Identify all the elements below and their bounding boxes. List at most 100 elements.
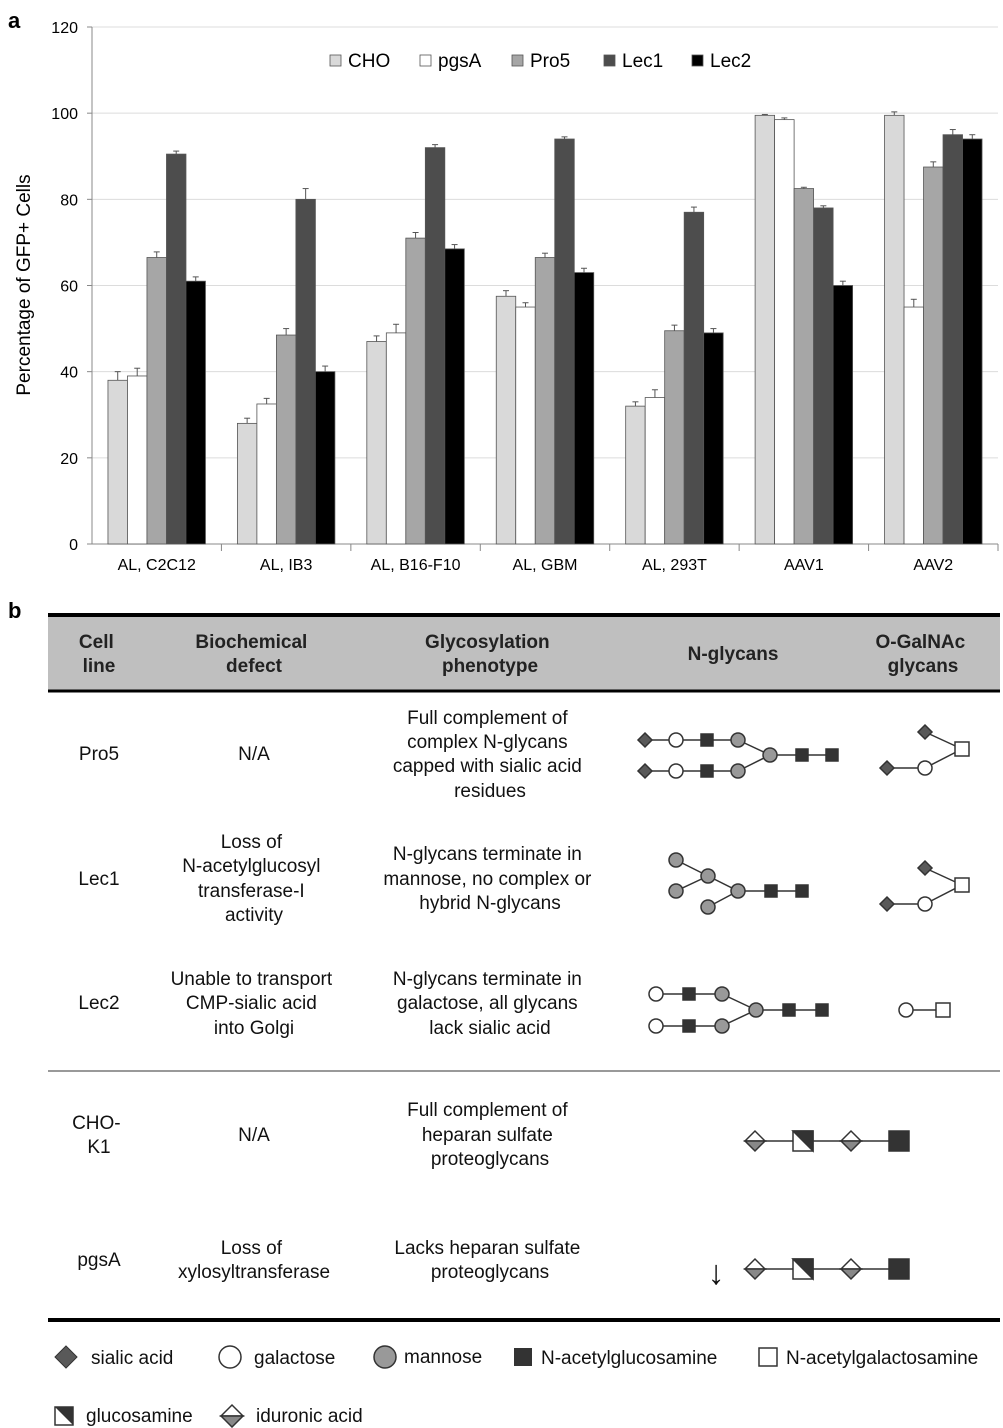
legend-label: Lec1 [622, 51, 663, 72]
legend-swatch [603, 54, 616, 67]
key-label: glucosamine [86, 1406, 193, 1427]
x-tick-label: AAV1 [784, 557, 824, 574]
row-phenotype: N-glycans terminate in galactose, all gl… [393, 969, 587, 1039]
bar [424, 147, 446, 545]
bar [793, 188, 815, 545]
legend-swatch [329, 54, 342, 67]
o-glycan-structure-lec1 [878, 859, 970, 913]
bar [832, 285, 854, 545]
glucosamine-icon [54, 1406, 74, 1426]
key-item-sialic-acid: sialic acid [54, 1345, 173, 1369]
o-glycan-structure-pro5 [878, 723, 970, 777]
row-cell-line: Lec1 [78, 869, 119, 890]
x-axis-ticks: AL, C2C12 AL, IB3 AL, B16-F10 AL, GBM AL, 29… [118, 544, 999, 574]
x-tick-label: AAV2 [913, 557, 953, 574]
row-defect: Loss of N-acetylglucosyl transferase-I a… [182, 832, 326, 926]
row-cell-line: CHO- K1 [72, 1113, 126, 1158]
bar [903, 306, 924, 545]
bar [495, 295, 517, 545]
key-item-glucosamine: glucosamine [54, 1406, 193, 1427]
key-item-galactose: galactose [218, 1345, 335, 1369]
bar [962, 138, 983, 545]
chart-bars [107, 111, 983, 545]
mannose-icon [373, 1345, 397, 1369]
key-label: N-acetylgalactosamine [786, 1348, 978, 1369]
key-item-mannose: mannose [373, 1345, 482, 1369]
bar [774, 119, 795, 545]
n-glycan-structure-pro5 [636, 731, 839, 780]
bar [515, 306, 536, 545]
legend-label: Pro5 [530, 51, 570, 72]
down-arrow-icon: ↓ [708, 1254, 725, 1292]
y-tick-label: 20 [60, 451, 78, 468]
bar [275, 334, 297, 545]
panel-a-letter: a [8, 8, 21, 33]
bar [923, 166, 944, 545]
symbol-key: sialic acid galactose mannose N-acetylgl… [54, 1345, 978, 1428]
row-defect: N/A [238, 1125, 270, 1146]
y-tick-label: 60 [60, 279, 78, 296]
key-label: sialic acid [91, 1348, 173, 1369]
bar [703, 332, 724, 545]
heparan-sulfate-structure-pgsa [743, 1257, 910, 1281]
bar [534, 257, 556, 545]
bar [385, 332, 407, 545]
n-glycan-structure-lec1 [668, 852, 809, 915]
y-tick-label: 80 [60, 192, 78, 209]
bar [942, 134, 963, 545]
legend-label: CHO [348, 51, 390, 72]
table-row-lec2: Lec2 Unable to transport CMP-sialic acid… [78, 969, 951, 1039]
bar [444, 248, 465, 545]
bar-chart: 0 20 40 60 80 100 120 AL, C2C12 AL, IB3 AL, B16-… [14, 20, 999, 574]
row-phenotype: N-glycans terminate in mannose, no compl… [383, 844, 596, 914]
bar [664, 330, 685, 545]
x-tick-label: AL, GBM [513, 557, 578, 574]
y-tick-label: 0 [69, 537, 78, 554]
key-item-n-acetylgalactosamine: N-acetylgalactosamine [758, 1347, 978, 1369]
bar [236, 422, 258, 545]
x-tick-label: AL, B16-F10 [371, 557, 461, 574]
row-defect: Unable to transport CMP-sialic acid into… [171, 969, 338, 1039]
iduronic-acid-icon [219, 1403, 245, 1428]
row-defect: Loss of xylosyltransferase [178, 1238, 330, 1283]
bar [754, 114, 776, 545]
table-row-lec1: Lec1 Loss of N-acetylglucosyl transferas… [78, 832, 970, 926]
key-item-iduronic-acid: iduronic acid [219, 1403, 363, 1428]
key-label: N-acetylglucosamine [541, 1348, 717, 1369]
bar [146, 257, 167, 545]
header-n-glycans: N-glycans [688, 644, 779, 665]
row-defect: N/A [238, 744, 270, 765]
row-cell-line: Lec2 [78, 993, 119, 1014]
bar [256, 403, 277, 545]
bar [366, 341, 387, 545]
row-phenotype: Lacks heparan sulfate proteoglycans [394, 1238, 585, 1283]
n-acetylglucosamine-icon [514, 1348, 532, 1366]
key-label: iduronic acid [256, 1406, 363, 1427]
bar [127, 375, 148, 545]
row-phenotype: Full complement of heparan sulfate prote… [407, 1100, 573, 1170]
row-phenotype: Full complement of complex N-glycans cap… [393, 708, 587, 802]
row-cell-line: Pro5 [79, 744, 119, 765]
bar [107, 379, 128, 545]
x-tick-label: AL, IB3 [260, 557, 313, 574]
o-glycan-structure-lec2 [898, 1002, 951, 1018]
bar [813, 207, 834, 545]
bar [554, 138, 575, 545]
row-cell-line: pgsA [77, 1250, 121, 1271]
bar [683, 211, 705, 545]
galactose-icon [218, 1345, 242, 1369]
y-tick-label: 120 [51, 20, 78, 37]
glycan-table: Cell line Biochemical defect Glycosylati… [48, 613, 1000, 1322]
bar [644, 397, 666, 545]
header-cell-line: Cell line [79, 632, 119, 677]
n-acetylgalactosamine-icon [758, 1347, 778, 1367]
y-tick-label: 40 [60, 365, 78, 382]
bar [295, 198, 316, 545]
table-row-pgsa: pgsA Loss of xylosyltransferase Lacks he… [77, 1238, 910, 1292]
header-biochemical-defect: Biochemical defect [195, 632, 312, 677]
panel-b-letter: b [8, 598, 21, 623]
key-label: mannose [404, 1347, 482, 1368]
bar [625, 405, 646, 545]
sialic-acid-icon [54, 1345, 78, 1369]
